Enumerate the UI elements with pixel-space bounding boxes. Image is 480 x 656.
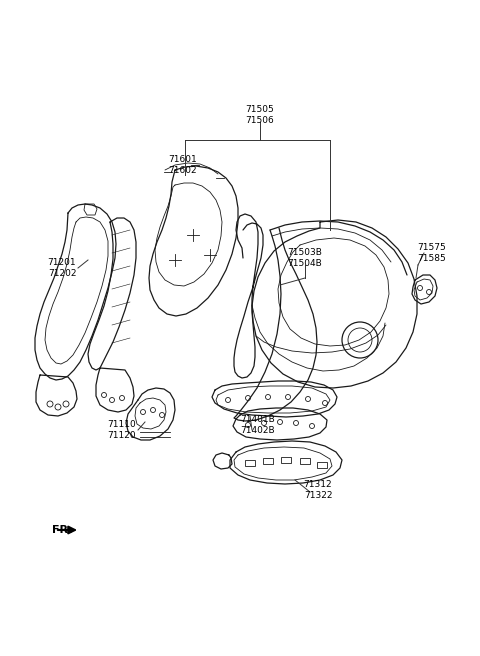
Bar bbox=[263, 458, 273, 464]
Text: 71401B
71402B: 71401B 71402B bbox=[240, 415, 276, 435]
Text: 71601
71602: 71601 71602 bbox=[168, 155, 197, 174]
Text: 71505
71506: 71505 71506 bbox=[246, 106, 275, 125]
Bar bbox=[281, 457, 291, 463]
Text: 71312
71322: 71312 71322 bbox=[304, 480, 332, 500]
Bar bbox=[317, 462, 327, 468]
Text: 71201
71202: 71201 71202 bbox=[48, 258, 76, 277]
Bar bbox=[300, 458, 310, 464]
Bar bbox=[245, 460, 255, 466]
Text: 71503B
71504B: 71503B 71504B bbox=[288, 249, 323, 268]
Text: FR.: FR. bbox=[52, 525, 72, 535]
Text: 71110
71120: 71110 71120 bbox=[108, 420, 136, 440]
Text: 71575
71585: 71575 71585 bbox=[418, 243, 446, 262]
